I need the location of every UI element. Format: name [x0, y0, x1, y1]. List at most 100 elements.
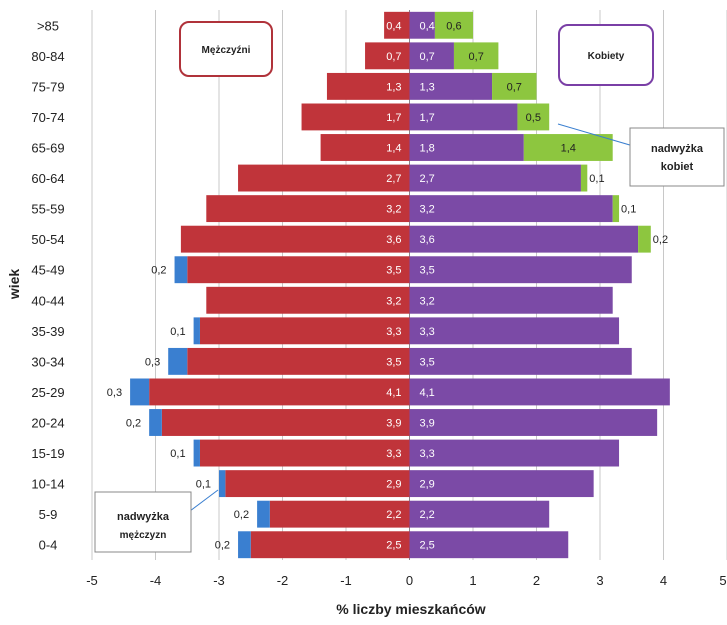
age-category-label: 25-29	[31, 385, 64, 400]
female-excess-label: 0,7	[469, 51, 484, 63]
male-value-label: 1,7	[386, 112, 401, 124]
male-value-label: 0,4	[386, 20, 401, 32]
female-value-label: 0,7	[420, 51, 435, 63]
female-value-label: 1,3	[420, 81, 435, 93]
male-bar	[180, 225, 410, 253]
male-excess-label-line2: mężczyzn	[120, 530, 167, 541]
female-bar	[409, 470, 594, 498]
female-value-label: 4,1	[420, 387, 435, 399]
female-value-label: 1,8	[420, 143, 435, 155]
male-bar	[161, 409, 410, 436]
female-excess-label: 1,4	[561, 143, 576, 155]
x-tick-label: 0	[406, 573, 413, 588]
x-tick-label: 2	[533, 573, 540, 588]
male-value-label: 3,2	[386, 295, 401, 307]
bar-value-labels: 0,2 2,5 2,5 0,2 2,2 2,2 0,1 2,9 2,9 0,1 3,3 3,3 0,2 3…	[107, 20, 668, 551]
female-bar	[409, 134, 524, 161]
male-value-label: 2,2	[386, 509, 401, 521]
age-category-label: 40-44	[31, 293, 64, 308]
female-excess-bar	[638, 225, 651, 253]
male-excess-label: 0,1	[170, 448, 185, 460]
female-bar	[409, 286, 613, 314]
male-value-label: 2,5	[386, 540, 401, 552]
legend-male-box	[179, 21, 273, 77]
male-bar	[320, 134, 410, 161]
female-value-label: 2,2	[420, 509, 435, 521]
male-bar	[250, 531, 410, 559]
age-category-label: 0-4	[39, 538, 58, 553]
female-excess-bar	[453, 42, 499, 70]
male-bar	[187, 347, 410, 375]
x-tick-label: 4	[660, 573, 667, 588]
male-bar	[326, 72, 410, 100]
female-bar	[409, 317, 620, 345]
male-value-label: 2,7	[386, 173, 401, 185]
male-value-label: 4,1	[386, 387, 401, 399]
female-excess-bar	[492, 72, 537, 100]
female-bar	[409, 195, 613, 223]
male-value-label: 3,9	[386, 418, 401, 430]
x-tick-label: -1	[340, 573, 352, 588]
age-category-label: 65-69	[31, 141, 64, 156]
male-excess-bar	[130, 378, 150, 406]
age-category-label: 45-49	[31, 263, 64, 278]
age-category-label: 35-39	[31, 324, 64, 339]
age-category-label: 20-24	[31, 416, 64, 431]
male-value-label: 0,7	[386, 51, 401, 63]
female-bar	[409, 164, 581, 192]
legend-female: Kobiety	[558, 24, 654, 86]
male-excess-label: 0,2	[151, 265, 166, 277]
legend-female-box	[558, 24, 654, 86]
female-value-label: 2,5	[420, 540, 435, 552]
male-bar	[365, 42, 410, 70]
x-axis-title: % liczby mieszkańców	[336, 601, 486, 617]
x-tick-label: -2	[277, 573, 289, 588]
female-bar	[409, 225, 639, 253]
female-excess-bar	[580, 164, 588, 192]
male-excess-bar	[149, 409, 162, 436]
age-category-label: 80-84	[31, 49, 64, 64]
male-value-label: 3,2	[386, 204, 401, 216]
age-category-label: 5-9	[39, 507, 58, 522]
male-value-label: 3,6	[386, 234, 401, 246]
male-value-label: 1,4	[386, 143, 401, 155]
x-tick-label: 5	[719, 573, 726, 588]
female-value-label: 3,2	[420, 204, 435, 216]
female-bar	[409, 500, 550, 528]
male-value-label: 1,3	[386, 81, 401, 93]
female-bar	[409, 531, 569, 559]
female-excess-label: 0,1	[621, 204, 636, 216]
male-value-label: 3,5	[386, 265, 401, 277]
female-excess-bar	[517, 103, 550, 131]
female-value-label: 3,3	[420, 326, 435, 338]
female-bar	[409, 378, 670, 406]
female-value-label: 3,2	[420, 295, 435, 307]
female-bar	[409, 347, 632, 375]
male-bar	[149, 378, 410, 406]
age-category-labels: 0-4 5-9 10-14 15-19 20-24 25-29 30-34 35-39 40-4…	[31, 18, 64, 552]
female-excess-label-line2: kobiet	[661, 161, 694, 173]
age-category-label: 10-14	[31, 477, 64, 492]
bars	[130, 11, 670, 559]
male-bar	[301, 103, 410, 131]
female-bar	[409, 439, 620, 467]
age-category-label: 30-34	[31, 354, 64, 369]
female-excess-label-line1: nadwyżka	[651, 143, 704, 155]
grid-lines	[91, 10, 727, 560]
male-value-label: 3,3	[386, 326, 401, 338]
female-value-label: 2,9	[420, 479, 435, 491]
female-excess-label: 0,6	[446, 20, 461, 32]
male-excess-bar	[193, 439, 200, 467]
male-excess-bar	[168, 347, 188, 375]
male-bar	[206, 195, 410, 223]
male-excess-label: 0,1	[196, 479, 211, 491]
female-excess-label: 0,2	[653, 234, 668, 246]
legend-male: Mężczyźni	[179, 21, 273, 77]
male-excess-box	[94, 491, 192, 553]
female-value-label: 2,7	[420, 173, 435, 185]
female-bar	[409, 103, 518, 131]
male-excess-label: 0,1	[170, 326, 185, 338]
female-bar	[409, 256, 632, 284]
age-category-label: 70-74	[31, 110, 64, 125]
female-bar	[409, 11, 435, 39]
